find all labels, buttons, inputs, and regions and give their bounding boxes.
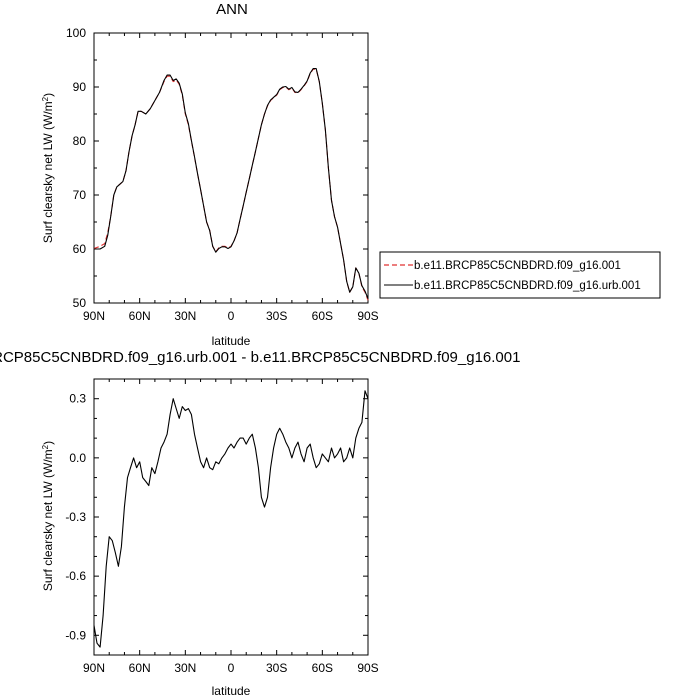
bottom-series-line-1	[93, 390, 369, 648]
bottom-x-tick-label: 90N	[83, 661, 105, 675]
bottom-y-tick-label: -0.6	[65, 569, 86, 583]
bottom-x-tick-label: 30S	[266, 661, 287, 675]
top-y-tick-label: 60	[73, 242, 87, 256]
legend-label-series-1: b.e11.BRCP85C5CNBDRD.f09_g16.001	[414, 260, 621, 272]
bottom-chart-ylabel-sup: 2	[41, 444, 50, 449]
top-y-tick-label: 80	[73, 134, 87, 148]
top-chart-ylabel-sup: 2	[41, 96, 50, 101]
top-x-tick-label: 90S	[357, 309, 378, 323]
top-chart-title: ANN	[216, 1, 248, 18]
bottom-chart-ylabel-end: )	[41, 441, 55, 445]
top-chart-frame	[93, 32, 369, 304]
bottom-chart-xlabel: latitude	[212, 684, 251, 698]
top-chart-xlabel: latitude	[212, 334, 251, 348]
bottom-chart-ylabel-main: Surf clearsky net LW (W/m	[41, 449, 55, 591]
top-x-tick-label: 60S	[312, 309, 333, 323]
legend-label-series-2: b.e11.BRCP85C5CNBDRD.f09_g16.urb.001	[414, 280, 641, 292]
top-series-line-1	[93, 68, 369, 301]
top-chart-ticks: 90N 60N 30N 0 30S 60S 90S 50 60 70 80 90 100	[66, 26, 379, 323]
bottom-chart-frame	[93, 378, 369, 656]
top-chart-ylabel-end: )	[41, 93, 55, 97]
top-series-line-2	[94, 68, 369, 299]
top-chart: ANN 90N 60N 30N 0 30S 60S 90S 50 60 70 80 90 100 lat…	[41, 1, 661, 348]
bottom-chart-ylabel: Surf clearsky net LW (W/m2)	[41, 441, 55, 591]
top-x-tick-label: 0	[228, 309, 235, 323]
top-chart-series	[93, 68, 369, 301]
bottom-chart-ticks: 90N 60N 30N 0 30S 60S 90S -0.9 -0.6 -0.3 0.0 0.3	[65, 378, 379, 675]
top-x-tick-label: 90N	[83, 309, 105, 323]
bottom-x-tick-label: 60N	[129, 661, 151, 675]
top-x-tick-label: 60N	[129, 309, 151, 323]
top-chart-legend: b.e11.BRCP85C5CNBDRD.f09_g16.001 b.e11.B…	[379, 251, 661, 299]
top-y-tick-label: 70	[73, 188, 87, 202]
top-y-tick-label: 50	[73, 296, 87, 310]
top-y-tick-label: 100	[66, 26, 86, 40]
bottom-y-tick-label: -0.3	[65, 510, 86, 524]
bottom-chart-title: b.e11.BRCP85C5CNBDRD.f09_g16.urb.001 - b…	[0, 349, 520, 366]
bottom-chart-series	[93, 390, 369, 648]
top-x-tick-label: 30S	[266, 309, 287, 323]
bottom-x-tick-label: 90S	[357, 661, 378, 675]
top-chart-ylabel: Surf clearsky net LW (W/m2)	[41, 93, 55, 243]
bottom-x-tick-label: 0	[228, 661, 235, 675]
bottom-x-tick-label: 60S	[312, 661, 333, 675]
top-chart-ylabel-main: Surf clearsky net LW (W/m	[41, 101, 55, 243]
top-x-tick-label: 30N	[174, 309, 196, 323]
bottom-x-tick-label: 30N	[174, 661, 196, 675]
legend-box	[379, 251, 661, 299]
bottom-y-tick-label: 0.3	[69, 392, 86, 406]
top-y-tick-label: 90	[73, 80, 87, 94]
bottom-y-tick-label: -0.9	[65, 628, 86, 642]
bottom-chart: b.e11.BRCP85C5CNBDRD.f09_g16.urb.001 - b…	[0, 349, 520, 698]
bottom-y-tick-label: 0.0	[69, 451, 86, 465]
